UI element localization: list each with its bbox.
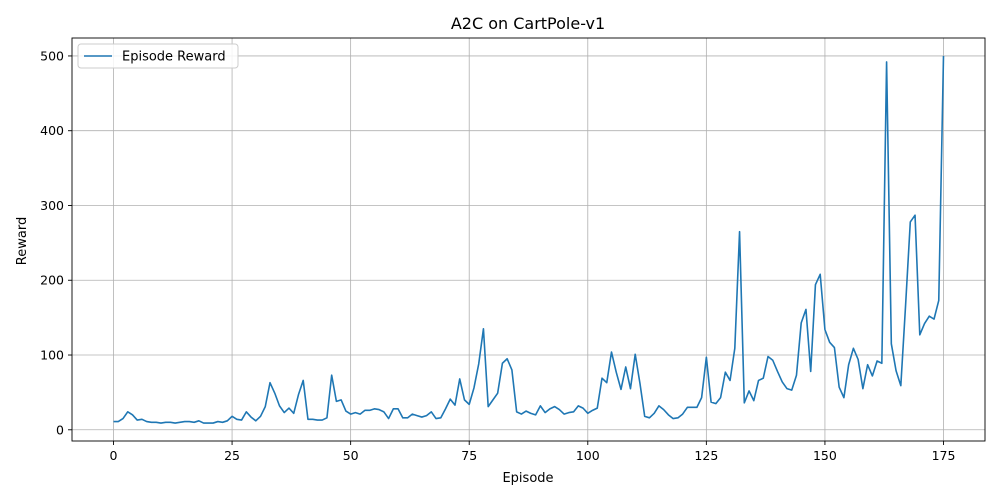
- y-tick-label: 200: [40, 273, 64, 288]
- chart-title: A2C on CartPole-v1: [451, 14, 605, 33]
- series-line: [113, 55, 945, 424]
- y-tick-label: 100: [40, 348, 64, 363]
- x-tick-label: 175: [932, 448, 956, 463]
- x-tick-label: 75: [461, 448, 477, 463]
- legend-label: Episode Reward: [122, 50, 226, 65]
- y-axis-label: Reward: [15, 217, 30, 265]
- x-tick-label: 100: [576, 448, 600, 463]
- axes-frame: [71, 37, 986, 442]
- x-axis-label: Episode: [502, 471, 553, 486]
- y-tick-label: 500: [40, 48, 64, 63]
- y-tick-label: 300: [40, 198, 64, 213]
- y-tick-label: 400: [40, 123, 64, 138]
- x-tick-label: 125: [694, 448, 718, 463]
- plot-area: 0 25 50 75 100 125 150 175 0 100 200 300 400 500 Episo…: [40, 37, 986, 463]
- x-tick-label: 25: [224, 448, 240, 463]
- x-tick-label: 150: [813, 448, 837, 463]
- x-tick-label: 50: [343, 448, 359, 463]
- y-tick-label: 0: [56, 422, 64, 437]
- x-tick-label: 0: [110, 448, 118, 463]
- legend-box: [77, 43, 239, 69]
